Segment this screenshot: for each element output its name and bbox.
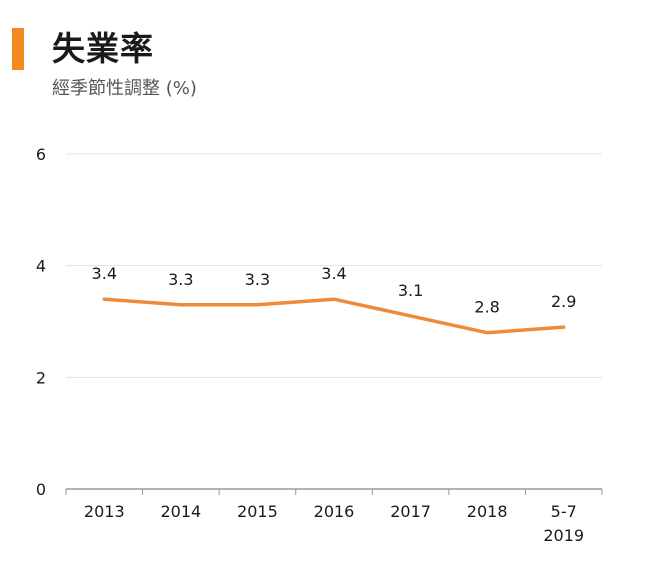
data-label: 2.9: [551, 292, 576, 311]
x-tick-label: 5-7: [551, 502, 577, 521]
x-tick-label: 2018: [467, 502, 508, 521]
y-tick-label: 6: [36, 145, 46, 164]
chart-title: 失業率: [52, 29, 154, 68]
data-label: 2.8: [474, 298, 499, 317]
y-tick-label: 4: [36, 257, 46, 276]
x-tick-label: 2015: [237, 502, 278, 521]
data-label: 3.4: [321, 264, 346, 283]
data-label: 3.1: [398, 281, 423, 300]
data-label: 3.3: [168, 270, 193, 289]
data-label: 3.4: [92, 264, 117, 283]
x-tick-label: 2013: [84, 502, 125, 521]
y-tick-label: 2: [36, 368, 46, 387]
x-tick-label: 2019: [543, 526, 584, 545]
x-tick-label: 2016: [314, 502, 355, 521]
x-tick-label: 2017: [390, 502, 431, 521]
x-tick-label: 2014: [160, 502, 201, 521]
title-accent-bar: [12, 28, 24, 70]
y-tick-label: 0: [36, 480, 46, 499]
data-label: 3.3: [245, 270, 270, 289]
chart-subtitle: 經季節性調整 (%): [52, 78, 197, 99]
series-line: [102, 297, 566, 335]
